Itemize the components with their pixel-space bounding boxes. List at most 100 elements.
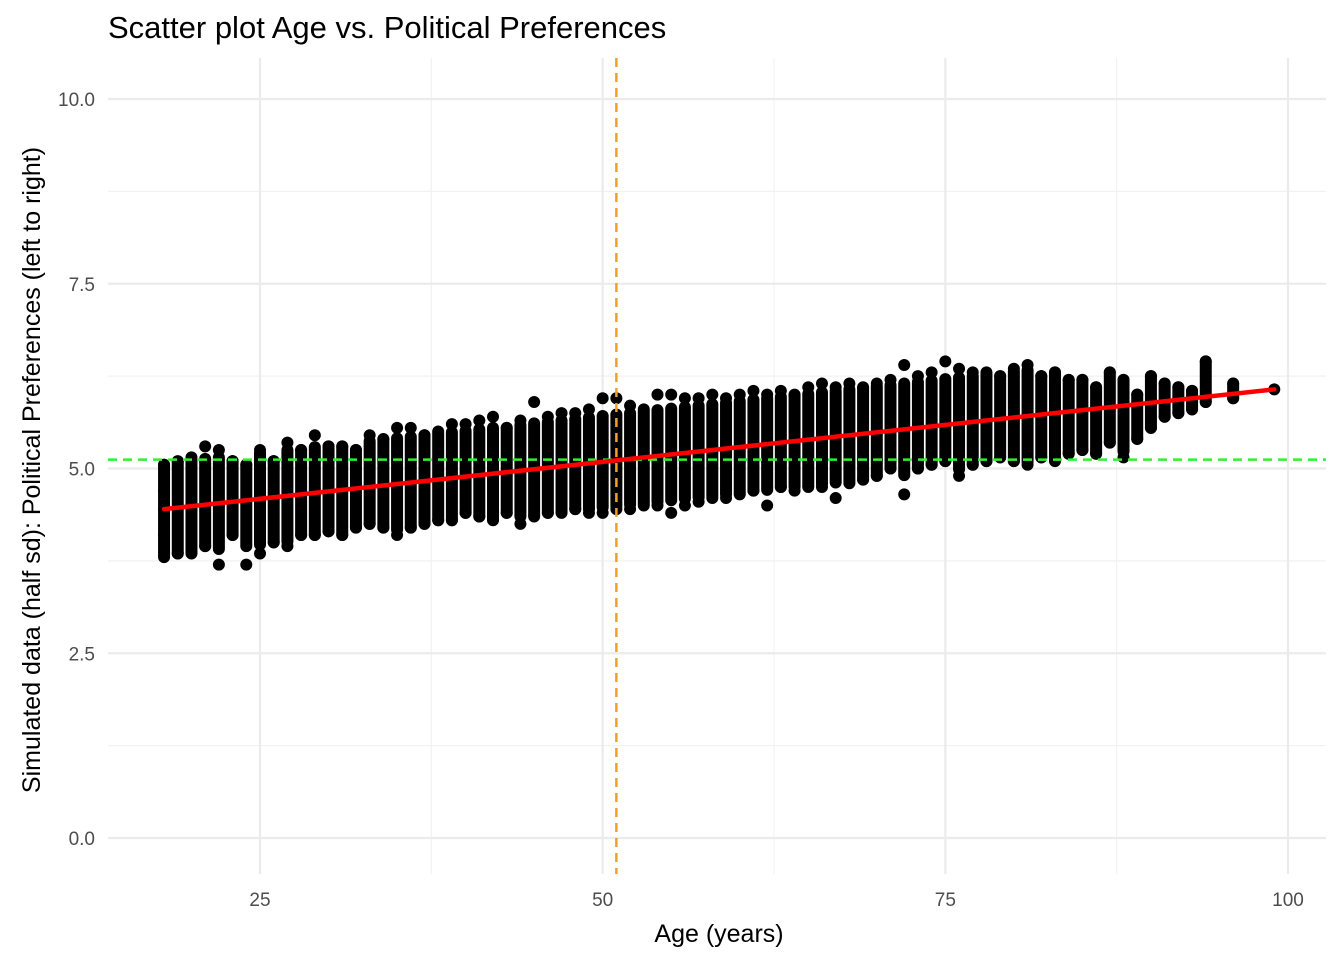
scatter-point [555,506,568,519]
scatter-point [254,444,266,457]
scatter-point [980,455,993,468]
scatter-point [473,510,486,523]
scatter-point [761,388,774,401]
scatter-point [541,410,554,423]
scatter-point [1076,444,1089,457]
scatter-point [815,480,828,493]
scatter-point [788,388,801,401]
scatter-point [459,418,472,431]
scatter-point [829,381,842,394]
scatter-point [377,432,390,445]
scatter-point [267,536,280,549]
scatter-point [1007,455,1020,468]
scatter-point [432,514,445,527]
scatter-point [843,377,856,390]
scatter-point [1158,377,1171,390]
scatter-point [692,392,705,405]
scatter-point [418,429,431,442]
scatter-point [158,551,171,564]
scatter-point [199,540,212,553]
scatter-point [1172,407,1185,420]
scatter-point [555,407,568,420]
scatter-point [953,362,966,375]
scatter-point [500,506,513,519]
scatter-point [596,506,609,519]
y-tick-label: 2.5 [69,644,95,665]
scatter-point [281,540,294,553]
scatter-point [1131,388,1144,401]
y-tick-label: 0.0 [69,829,95,850]
scatter-point [610,392,623,405]
scatter-point [185,451,198,464]
scatter-point [158,458,171,471]
y-axis-title: Simulated data (half sd): Political Pref… [18,147,46,793]
scatter-point [404,521,417,534]
scatter-point [418,517,431,530]
scatter-point [774,480,787,493]
scatter-point [733,388,746,401]
scatter-point [445,418,458,431]
scatter-point [1131,432,1144,445]
scatter-point [336,440,349,453]
scatter-point [514,414,527,427]
scatter-point [1021,458,1034,471]
scatter-point [665,388,678,401]
scatter-point [295,444,308,457]
scatter-point [171,455,184,468]
scatter-point [1048,366,1061,379]
scatter-point [1144,370,1157,383]
scatter-point [911,370,924,383]
scatter-point [692,495,705,508]
scatter-point [226,529,239,542]
scatter-point [994,451,1007,464]
scatter-point [459,506,472,519]
scatter-point [1007,362,1020,375]
scatter-point [212,444,225,457]
scatter-point [596,392,609,405]
scatter-point [199,440,212,453]
scatter-point [473,414,486,427]
scatter-point [1062,447,1075,460]
scatter-point [857,381,870,394]
scatter-point [1199,355,1212,368]
scatter-point [624,399,637,412]
scatter-point [898,359,911,372]
scatter-point [569,503,582,516]
scatter-point [953,469,966,482]
x-tick-label: 100 [1272,890,1304,911]
scatter-point [1158,410,1171,423]
scatter-point [336,529,349,542]
scatter-point [158,484,171,497]
scatter-point [1186,403,1199,416]
chart-title: Scatter plot Age vs. Political Preferenc… [108,10,667,45]
scatter-point [569,407,582,420]
scatter-point [267,455,280,468]
scatter-point [541,506,554,519]
y-tick-label: 10.0 [58,90,95,111]
scatter-point [363,429,376,442]
scatter-point [774,384,787,397]
scatter-point [487,410,500,423]
scatter-point [1117,451,1130,464]
scatter-point [966,458,979,471]
scatter-point [747,384,760,397]
scatter-point [624,503,637,516]
scatter-points [158,355,1281,571]
scatter-point [1076,373,1089,386]
scatter-point [720,392,733,405]
scatter-point [308,529,321,542]
scatter-point [322,440,335,453]
scatter-point [1035,451,1048,464]
scatter-point [212,558,225,571]
scatter-point [363,517,376,530]
scatter-point [761,499,774,512]
scatter-point [1103,436,1116,449]
scatter-point [733,488,746,501]
scatter-point [911,462,924,475]
scatter-point [665,506,678,519]
scatter-point [432,425,445,438]
scatter-point [898,488,911,501]
scatter-point [637,403,650,416]
scatter-point [802,381,815,394]
scatter-point [1090,447,1103,460]
